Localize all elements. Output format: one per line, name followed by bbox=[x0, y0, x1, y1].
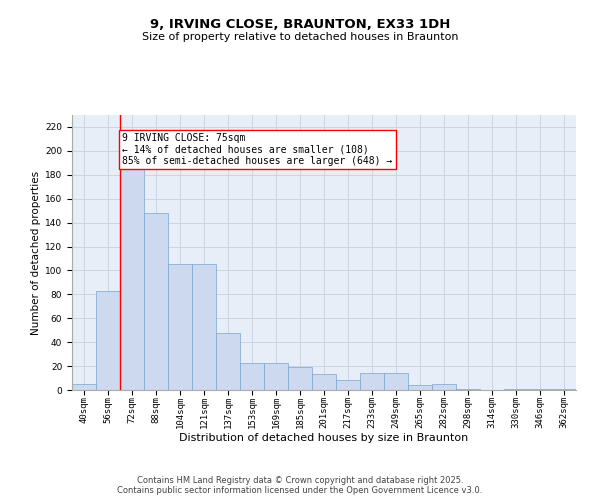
Bar bbox=[240, 362, 264, 390]
Bar bbox=[408, 385, 432, 390]
X-axis label: Distribution of detached houses by size in Braunton: Distribution of detached houses by size … bbox=[179, 432, 469, 442]
Bar bbox=[120, 163, 144, 390]
Bar bbox=[216, 332, 240, 390]
Bar bbox=[528, 389, 552, 390]
Text: Contains HM Land Registry data © Crown copyright and database right 2025.
Contai: Contains HM Land Registry data © Crown c… bbox=[118, 476, 482, 495]
Bar bbox=[144, 213, 168, 390]
Bar bbox=[312, 374, 336, 390]
Text: 9 IRVING CLOSE: 75sqm
← 14% of detached houses are smaller (108)
85% of semi-det: 9 IRVING CLOSE: 75sqm ← 14% of detached … bbox=[122, 133, 392, 166]
Bar bbox=[360, 374, 384, 390]
Bar bbox=[72, 384, 96, 390]
Bar bbox=[384, 374, 408, 390]
Bar bbox=[456, 389, 480, 390]
Bar bbox=[192, 264, 216, 390]
Bar bbox=[504, 389, 528, 390]
Bar bbox=[432, 384, 456, 390]
Bar bbox=[552, 389, 576, 390]
Bar bbox=[288, 368, 312, 390]
Bar bbox=[336, 380, 360, 390]
Bar bbox=[264, 362, 288, 390]
Bar bbox=[96, 291, 120, 390]
Text: 9, IRVING CLOSE, BRAUNTON, EX33 1DH: 9, IRVING CLOSE, BRAUNTON, EX33 1DH bbox=[150, 18, 450, 30]
Bar bbox=[168, 264, 192, 390]
Y-axis label: Number of detached properties: Number of detached properties bbox=[31, 170, 41, 334]
Text: Size of property relative to detached houses in Braunton: Size of property relative to detached ho… bbox=[142, 32, 458, 42]
